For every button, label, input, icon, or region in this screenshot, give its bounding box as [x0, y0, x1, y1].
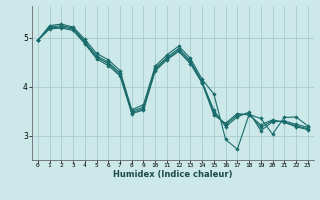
X-axis label: Humidex (Indice chaleur): Humidex (Indice chaleur) — [113, 170, 233, 179]
